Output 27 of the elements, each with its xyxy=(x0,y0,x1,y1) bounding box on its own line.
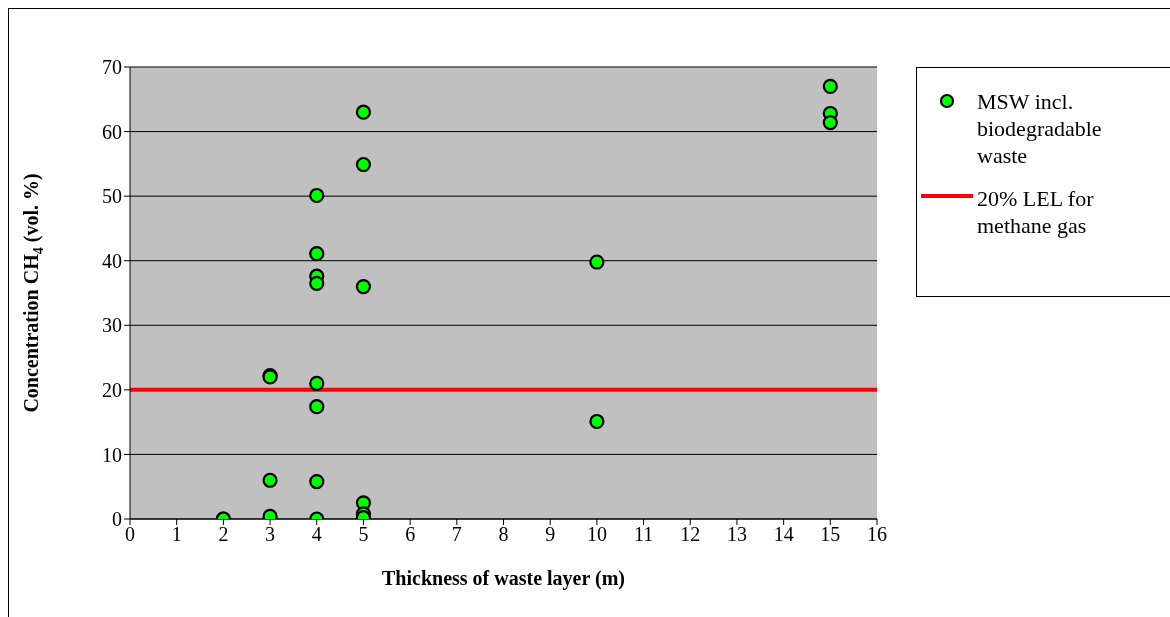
y-tick-label: 40 xyxy=(102,249,122,272)
x-tick-label: 10 xyxy=(586,523,607,546)
x-tick-label: 7 xyxy=(451,523,462,546)
x-tick-label: 6 xyxy=(405,523,416,546)
x-tick-label: 4 xyxy=(311,523,322,546)
y-tick-label: 0 xyxy=(112,508,122,531)
y-tick-label: 50 xyxy=(102,185,122,208)
y-tick-label: 10 xyxy=(102,443,122,466)
y-tick-label: 70 xyxy=(102,56,122,79)
x-tick-label: 1 xyxy=(171,523,182,546)
y-tick-label: 30 xyxy=(102,314,122,337)
x-tick-label: 12 xyxy=(680,523,701,546)
legend-label: MSW incl. biodegradable waste xyxy=(977,88,1103,169)
x-tick-label: 3 xyxy=(265,523,276,546)
y-tick-label: 20 xyxy=(102,378,122,401)
x-tick-label: 15 xyxy=(820,523,841,546)
legend-label: 20% LEL for methane gas xyxy=(977,185,1095,239)
x-tick-label: 16 xyxy=(867,523,887,546)
x-tick-label: 2 xyxy=(218,523,229,546)
x-tick-label: 14 xyxy=(773,523,794,546)
x-tick-label: 11 xyxy=(633,523,654,546)
x-tick-label: 13 xyxy=(726,523,747,546)
y-tick-label: 60 xyxy=(102,120,122,143)
x-tick-label: 8 xyxy=(498,523,509,546)
x-axis-title: Thickness of waste layer (m) xyxy=(382,567,625,590)
x-tick-label: 5 xyxy=(358,523,369,546)
x-tick-label: 9 xyxy=(545,523,556,546)
